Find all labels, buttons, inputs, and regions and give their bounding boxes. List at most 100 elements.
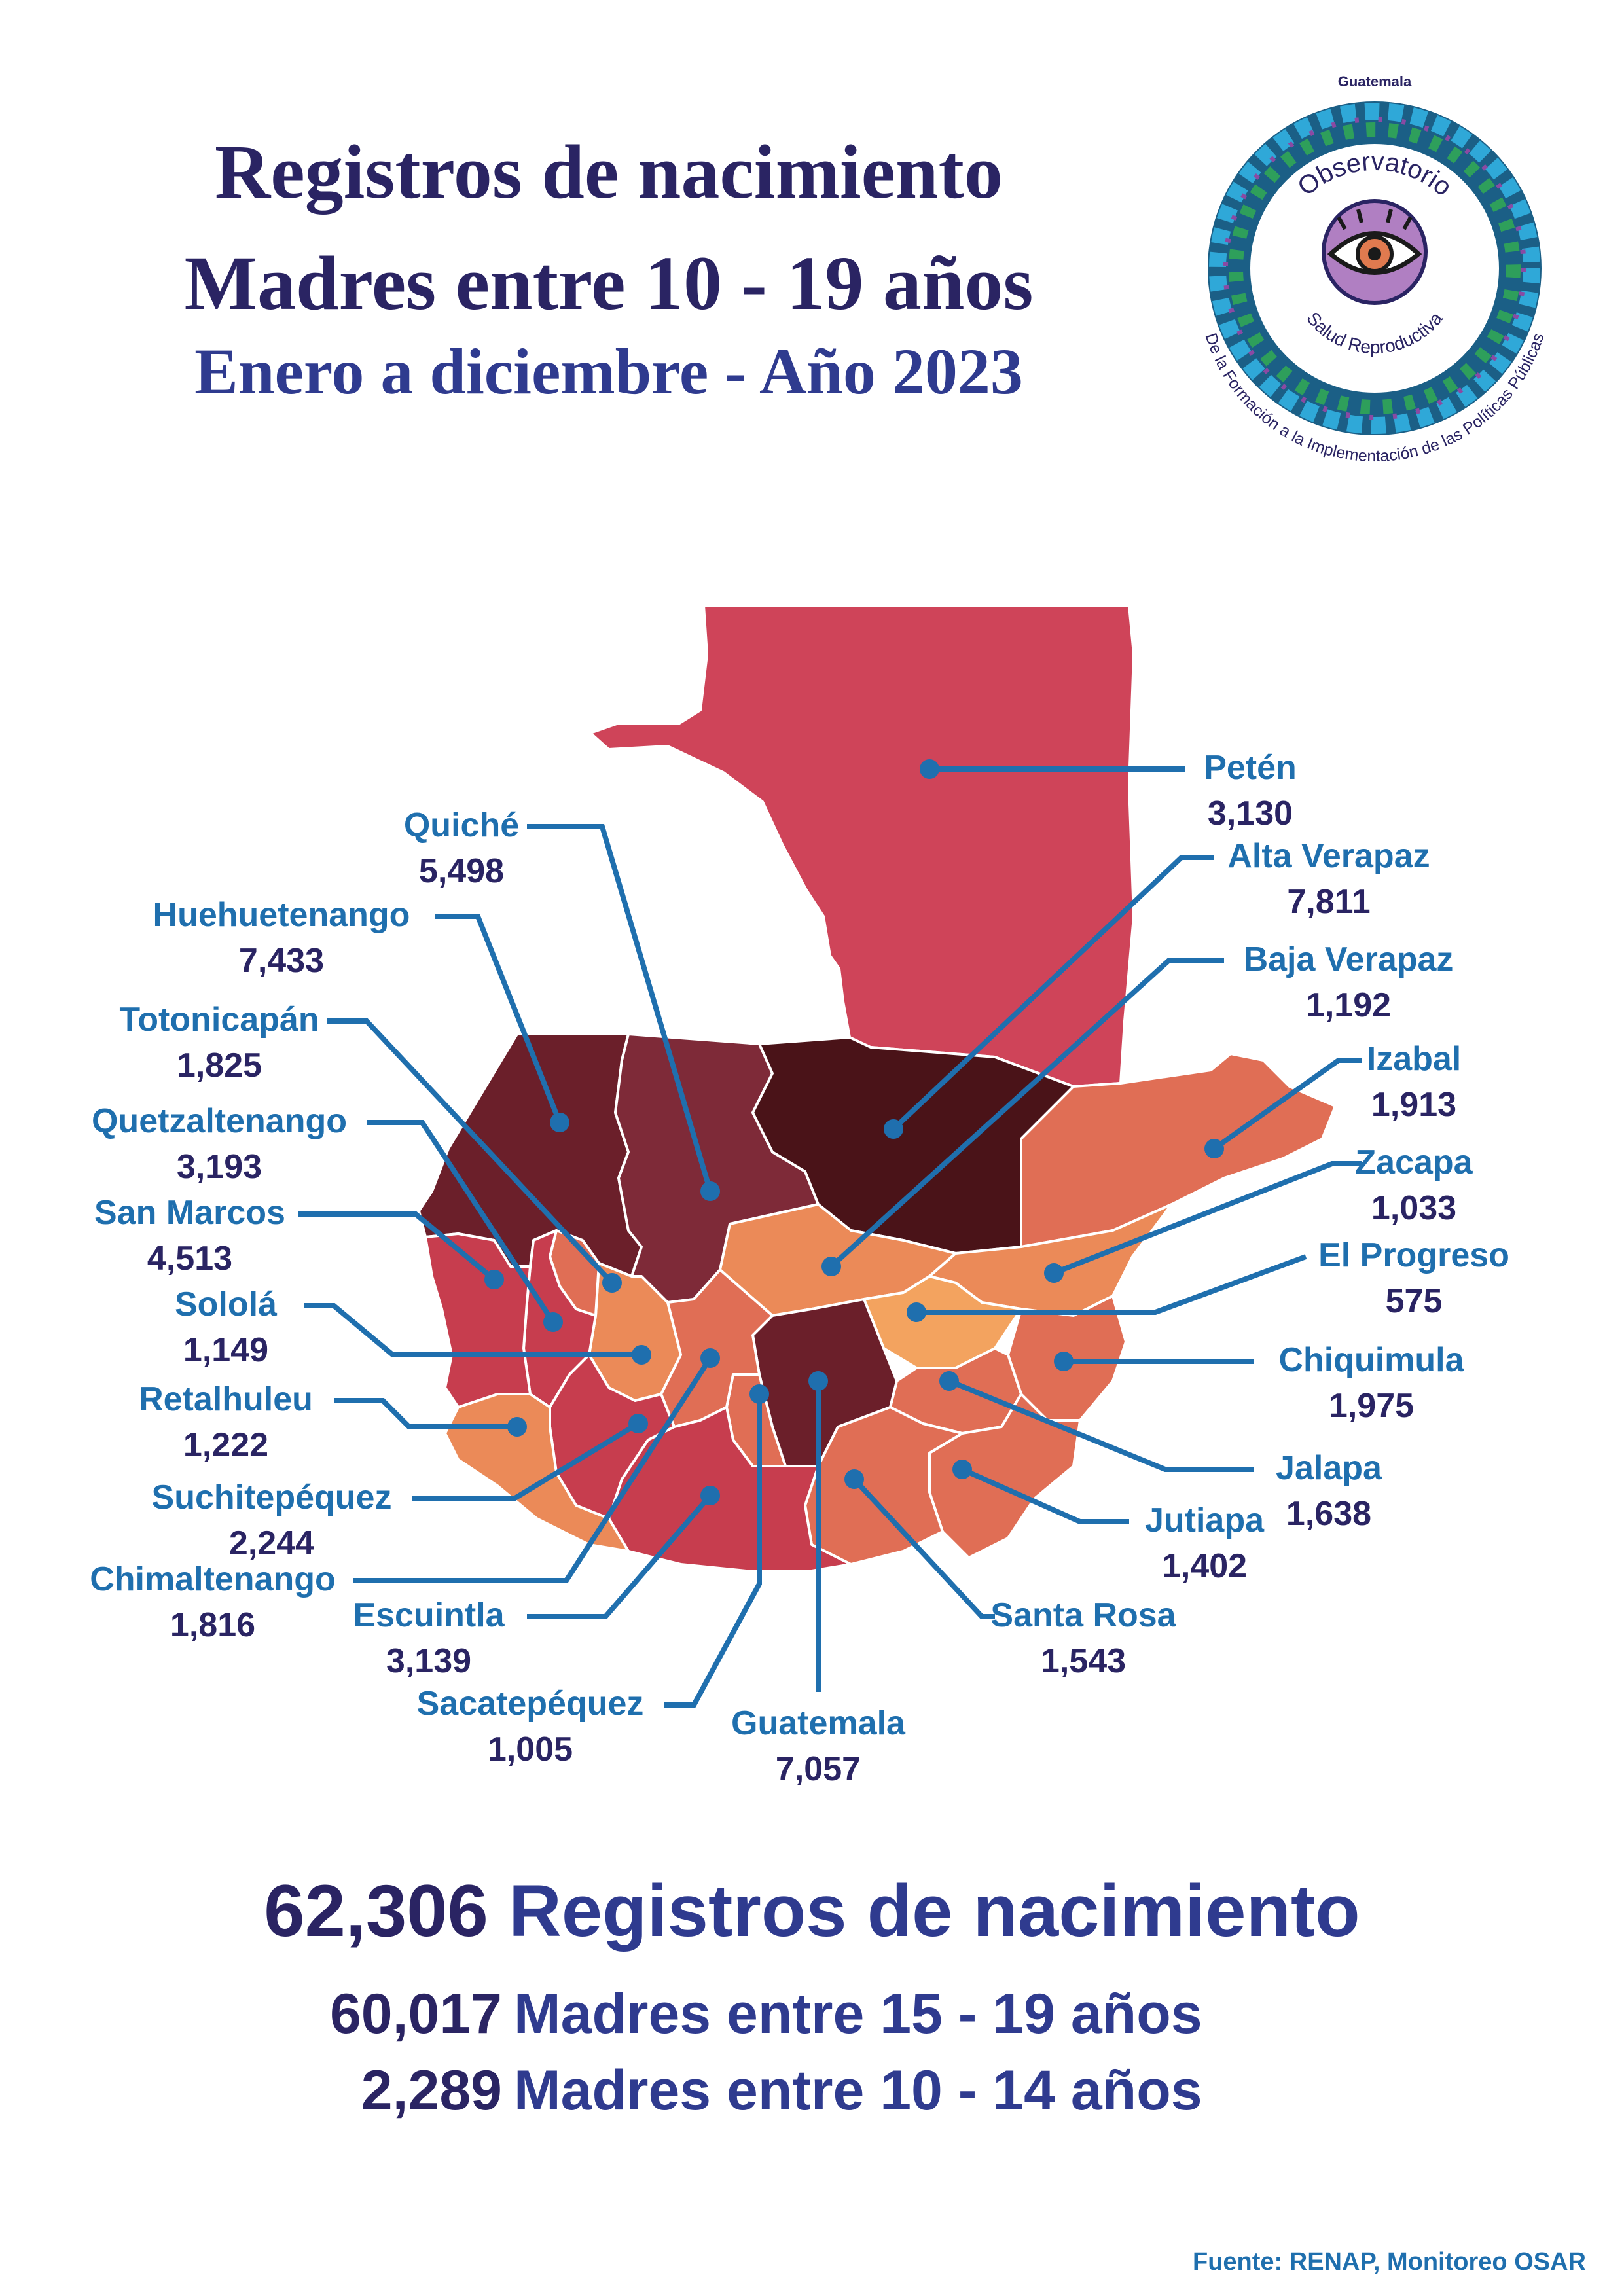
label-quiche-value: 5,498 [419, 852, 504, 890]
dot-totonicapan [602, 1273, 622, 1293]
dot-escuintla [700, 1486, 720, 1505]
eye-icon [1322, 199, 1428, 305]
dot-alta-verapaz [884, 1119, 903, 1139]
dot-suchitepequez [628, 1414, 648, 1433]
dot-solola [632, 1345, 651, 1365]
label-escuintla-value: 3,139 [386, 1642, 471, 1680]
label-jutiapa-name: Jutiapa [1145, 1501, 1265, 1539]
dot-guatemala [808, 1371, 828, 1391]
observatorio-logo: Guatemala Observatorio Salud Reproductiv… [1201, 73, 1547, 465]
subtitle: Enero a diciembre - Año 2023 [194, 335, 1023, 408]
label-el-progreso-value: 575 [1386, 1282, 1443, 1320]
dot-baja-verapaz [821, 1257, 841, 1276]
label-chimaltenango-name: Chimaltenango [90, 1560, 336, 1598]
leader-sacatepequez [664, 1394, 762, 1708]
dot-jutiapa [952, 1460, 972, 1479]
label-huehuetenango-name: Huehuetenango [153, 896, 410, 934]
dot-quetzaltenango [543, 1312, 563, 1332]
leader-santa-rosa [852, 1477, 995, 1619]
label-solola-name: Sololá [175, 1285, 278, 1323]
dot-peten [920, 759, 939, 779]
label-alta-verapaz-value: 7,811 [1287, 883, 1370, 921]
dot-sacatepequez [749, 1384, 769, 1404]
label-chiquimula-name: Chiquimula [1278, 1341, 1464, 1379]
label-quiche-name: Quiché [404, 806, 519, 844]
summary-10-14-value: 2,289 [361, 2059, 502, 2122]
summary-15-19: 60,017 Madres entre 15 - 19 años [0, 1982, 1624, 2047]
dot-zacapa [1044, 1263, 1064, 1283]
leader-retalhuleu [334, 1398, 517, 1429]
leader-solola [304, 1303, 641, 1357]
label-peten-name: Petén [1204, 749, 1297, 787]
dot-chiquimula [1054, 1352, 1074, 1371]
logo-country: Guatemala [1338, 73, 1412, 90]
logo-ring-pattern-3 [1223, 117, 1526, 420]
dot-retalhuleu [507, 1417, 527, 1437]
summary-total-value: 62,306 [264, 1870, 488, 1952]
leader-izabal [1212, 1058, 1362, 1151]
leader-quiche [527, 824, 713, 1193]
label-totonicapan-value: 1,825 [177, 1047, 262, 1085]
label-suchitepequez-name: Suchitepéquez [152, 1479, 392, 1516]
summary-15-19-label: Madres entre 15 - 19 años [514, 1982, 1202, 2045]
dot-huehuetenango [550, 1113, 569, 1132]
leader-lines [298, 766, 1362, 1708]
map-regions [418, 604, 1337, 1572]
title-line-1: Registros de nacimiento [215, 129, 1003, 215]
label-chiquimula-value: 1,975 [1329, 1387, 1414, 1425]
leader-huehuetenango [435, 914, 562, 1124]
title-line-2: Madres entre 10 - 19 años [184, 240, 1034, 326]
label-suchitepequez-value: 2,244 [229, 1524, 314, 1562]
leader-dots [484, 759, 1224, 1505]
label-san-marcos-value: 4,513 [147, 1240, 232, 1278]
label-peten-value: 3,130 [1208, 795, 1293, 833]
label-sacatepequez-value: 1,005 [488, 1731, 573, 1768]
label-sacatepequez-name: Sacatepéquez [417, 1685, 644, 1723]
label-izabal-value: 1,913 [1371, 1086, 1456, 1124]
dot-santa-rosa [844, 1469, 864, 1489]
leader-zacapa [1053, 1161, 1362, 1276]
summary-total: 62,306 Registros de nacimiento [0, 1869, 1624, 1953]
label-santa-rosa-value: 1,543 [1041, 1642, 1126, 1680]
dot-jalapa [939, 1371, 959, 1391]
logo-ring-pattern-2 [1229, 122, 1521, 414]
leader-jalapa [948, 1378, 1254, 1472]
leader-alta-verapaz [892, 855, 1214, 1131]
label-san-marcos-name: San Marcos [94, 1194, 285, 1232]
label-baja-verapaz-name: Baja Verapaz [1244, 941, 1454, 978]
leader-jutiapa [961, 1467, 1129, 1524]
leader-san-marcos [298, 1211, 496, 1282]
label-escuintla-name: Escuintla [353, 1596, 505, 1634]
dot-el-progreso [907, 1302, 926, 1322]
label-baja-verapaz-value: 1,192 [1306, 986, 1391, 1024]
label-solola-value: 1,149 [183, 1331, 268, 1369]
region-peten [589, 604, 1135, 1088]
label-huehuetenango-value: 7,433 [239, 942, 324, 980]
label-zacapa-name: Zacapa [1355, 1143, 1473, 1181]
department-labels: Petén 3,130 Quiché 5,498 Alta Verapaz 7,… [90, 749, 1509, 1788]
label-guatemala-name: Guatemala [731, 1704, 906, 1742]
summary-15-19-value: 60,017 [329, 1982, 502, 2045]
leader-quetzaltenango [367, 1120, 556, 1324]
label-jalapa-value: 1,638 [1286, 1495, 1371, 1533]
region-san-marcos [424, 1232, 532, 1408]
source-note: Fuente: RENAP, Monitoreo OSAR [1193, 2248, 1586, 2276]
dot-chimaltenango [700, 1348, 720, 1368]
label-izabal-name: Izabal [1367, 1040, 1462, 1078]
label-totonicapan-name: Totonicapán [119, 1001, 319, 1039]
label-retalhuleu-name: Retalhuleu [139, 1380, 313, 1418]
leader-chimaltenango [353, 1356, 713, 1583]
label-alta-verapaz-name: Alta Verapaz [1227, 837, 1430, 875]
leader-suchitepequez [412, 1421, 640, 1501]
leader-escuintla [527, 1494, 713, 1619]
label-el-progreso-name: El Progreso [1318, 1236, 1509, 1274]
summary-10-14-label: Madres entre 10 - 14 años [514, 2059, 1202, 2122]
leader-totonicapan [327, 1018, 614, 1285]
leader-baja-verapaz [829, 958, 1224, 1268]
label-quetzaltenango-name: Quetzaltenango [92, 1102, 347, 1140]
label-quetzaltenango-value: 3,193 [177, 1148, 262, 1186]
dot-san-marcos [484, 1270, 504, 1289]
logo-ring-pattern [1209, 103, 1540, 434]
summary-total-label: Registros de nacimiento [508, 1870, 1360, 1952]
